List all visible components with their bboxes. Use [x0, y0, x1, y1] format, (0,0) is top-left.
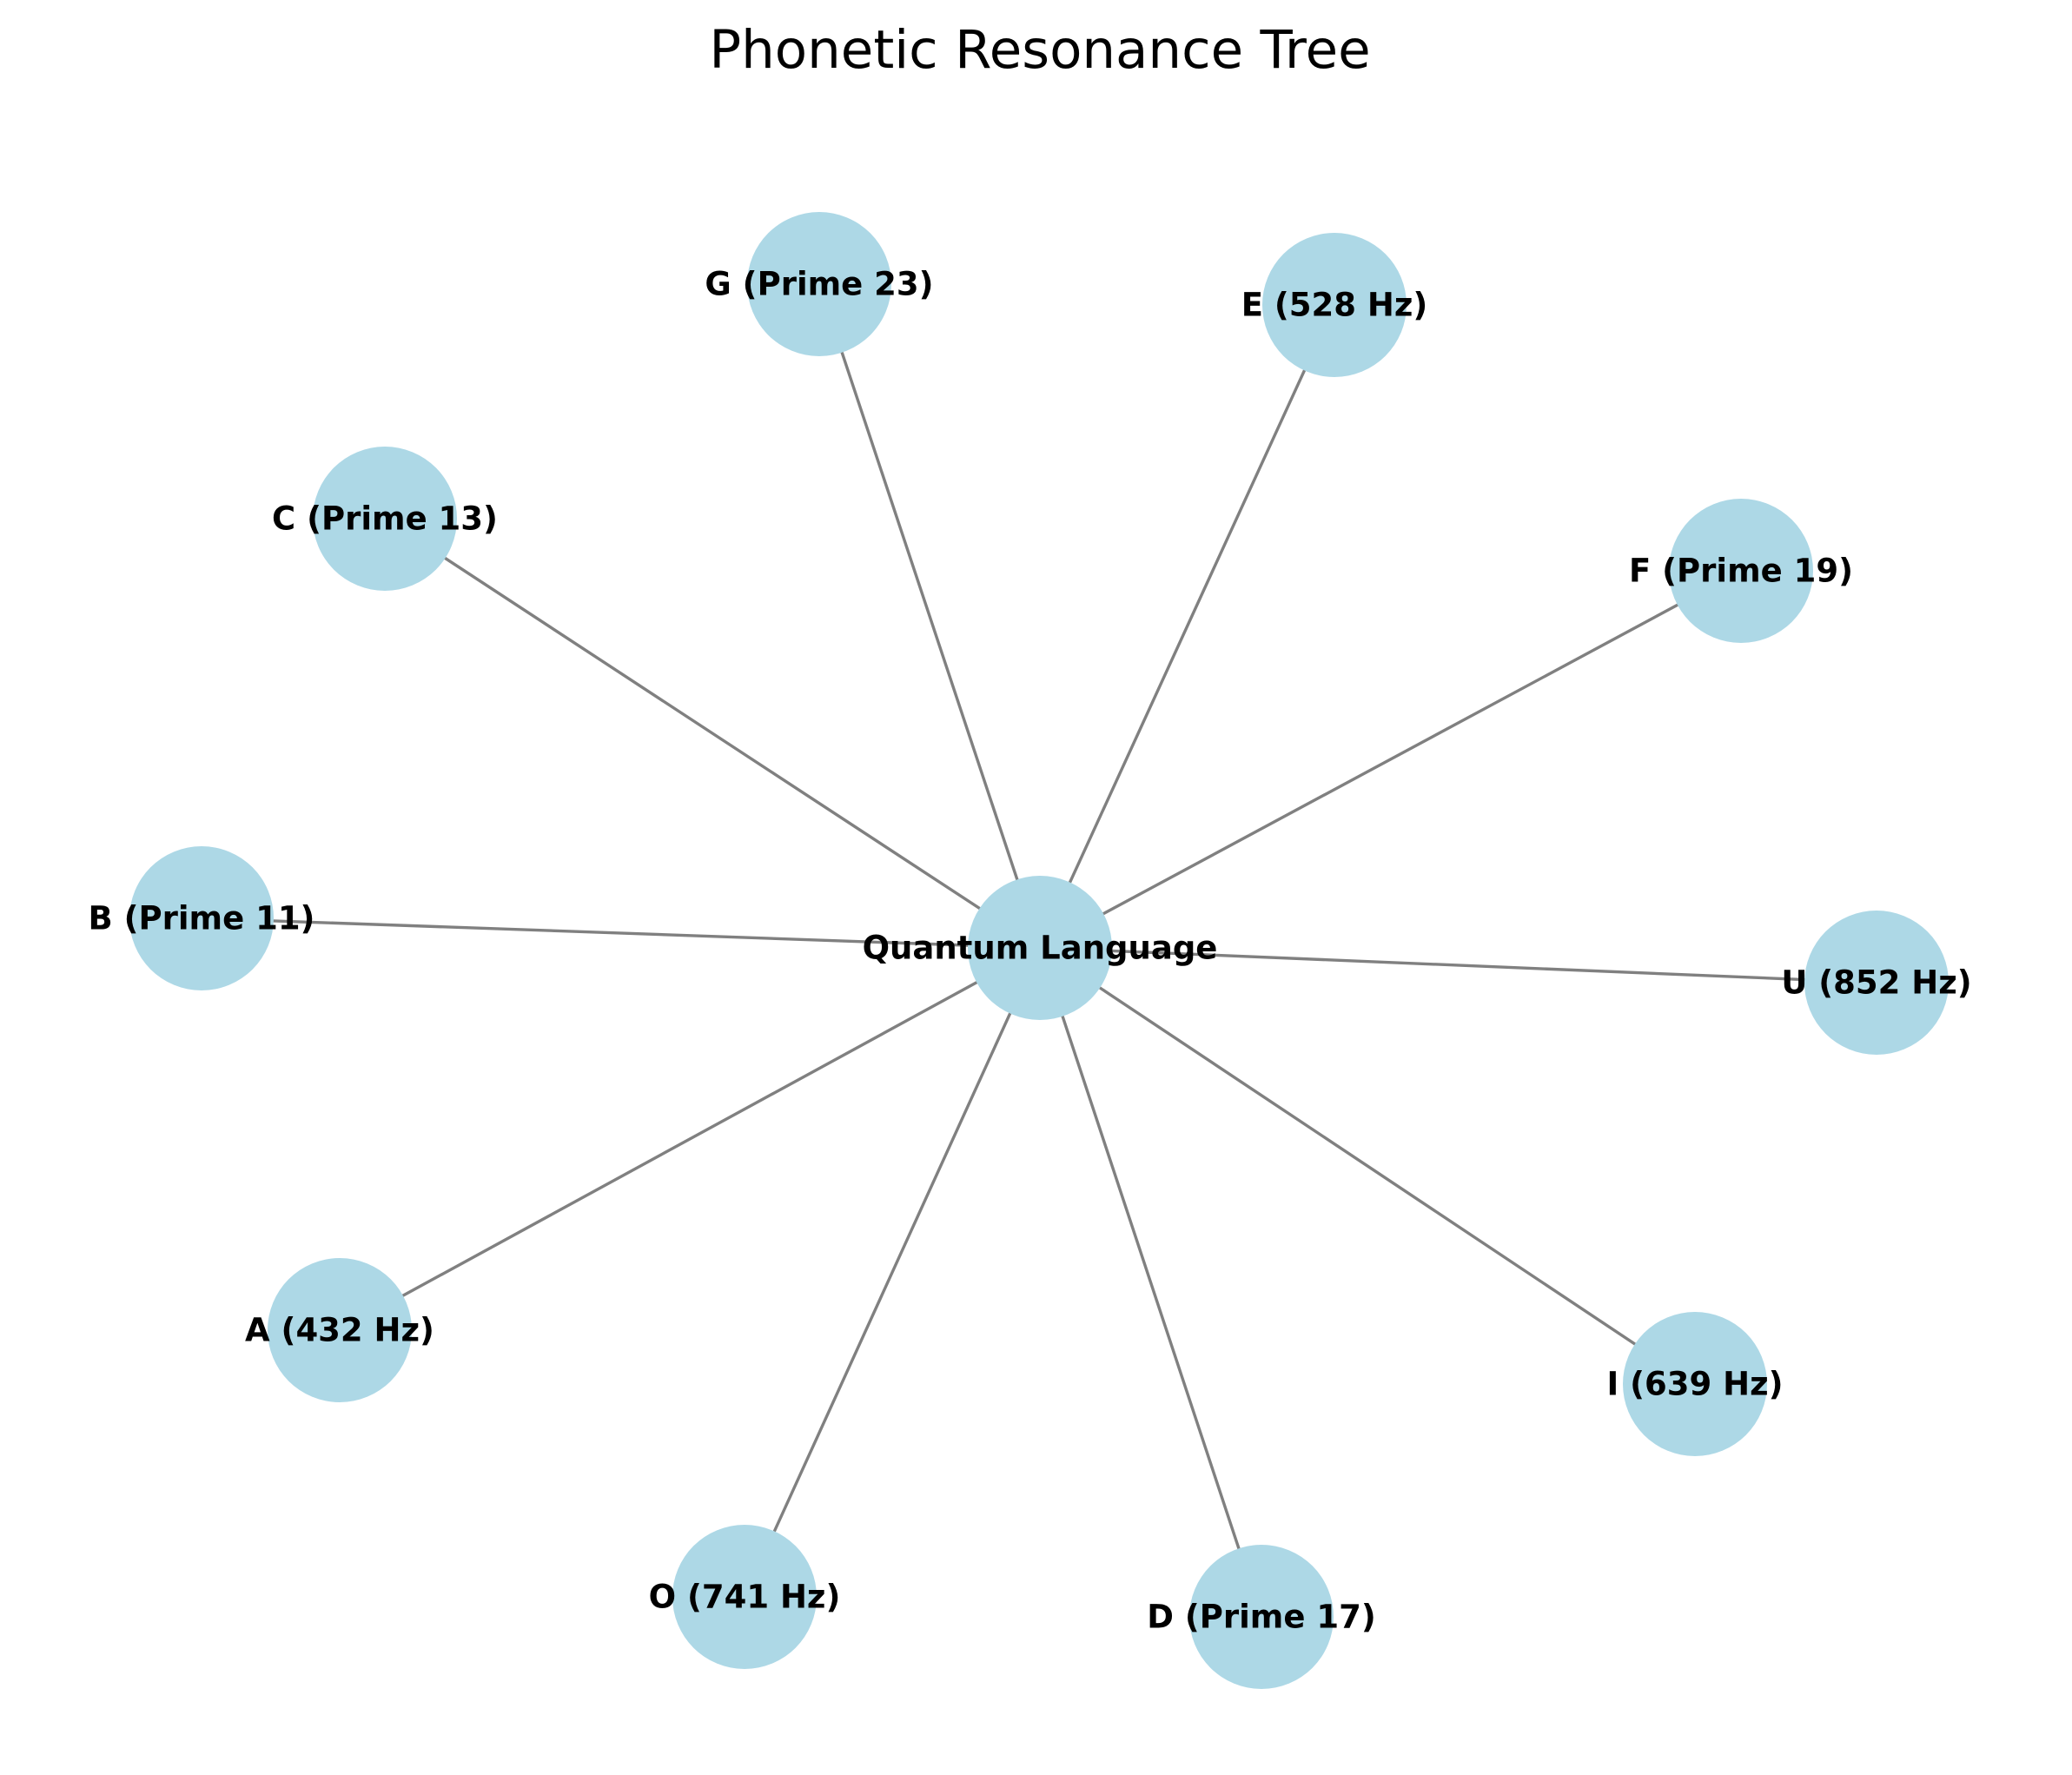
node-a: A (432 Hz)	[245, 1258, 434, 1402]
edge-center-G	[818, 283, 1042, 949]
node-label: G (Prime 23)	[705, 266, 933, 303]
node-label: U (852 Hz)	[1781, 964, 1971, 1002]
node-label: I (639 Hz)	[1606, 1366, 1783, 1403]
node-u: U (852 Hz)	[1781, 911, 1972, 1055]
edge-center-F	[1039, 569, 1742, 950]
node-label: A (432 Hz)	[245, 1312, 434, 1349]
node-circle	[672, 1525, 817, 1669]
edge-center-U	[1039, 946, 1877, 984]
node-circle	[268, 1258, 412, 1402]
node-label: C (Prime 13)	[272, 500, 498, 538]
node-label: Quantum Language	[863, 930, 1218, 967]
node-circle	[1669, 499, 1813, 643]
edge-center-I	[1039, 946, 1696, 1386]
node-circle	[129, 846, 274, 990]
edge-center-B	[201, 917, 1041, 950]
node-i: I (639 Hz)	[1606, 1312, 1784, 1456]
node-f: F (Prime 19)	[1629, 499, 1853, 643]
node-d: D (Prime 17)	[1147, 1545, 1376, 1689]
nodes-group: Quantum Language G (Prime 23) E (528 Hz) C …	[89, 212, 1972, 1689]
edge-center-A	[339, 946, 1041, 1332]
node-label: F (Prime 19)	[1629, 553, 1853, 590]
edge-center-D	[1038, 947, 1263, 1618]
node-circle	[313, 447, 457, 591]
node-center: Quantum Language	[863, 876, 1218, 1020]
node-c: C (Prime 13)	[272, 447, 498, 591]
node-circle	[968, 876, 1112, 1020]
node-o: O (741 Hz)	[649, 1525, 841, 1669]
node-b: B (Prime 11)	[89, 846, 315, 990]
edge-center-O	[743, 947, 1042, 1598]
node-e: E (528 Hz)	[1241, 233, 1428, 377]
node-label: D (Prime 17)	[1147, 1599, 1375, 1636]
edges-group	[201, 283, 1877, 1618]
node-circle	[1804, 911, 1949, 1055]
edge-center-C	[384, 517, 1041, 950]
edge-center-E	[1038, 304, 1336, 949]
node-circle	[1189, 1545, 1334, 1689]
node-label: E (528 Hz)	[1241, 287, 1428, 324]
node-label: B (Prime 11)	[89, 900, 315, 937]
node-label: O (741 Hz)	[649, 1579, 841, 1616]
node-circle	[1262, 233, 1407, 377]
node-circle	[1623, 1312, 1767, 1456]
diagram-title: Phonetic Resonance Tree	[709, 19, 1370, 81]
node-circle	[747, 212, 891, 356]
node-g: G (Prime 23)	[705, 212, 934, 356]
